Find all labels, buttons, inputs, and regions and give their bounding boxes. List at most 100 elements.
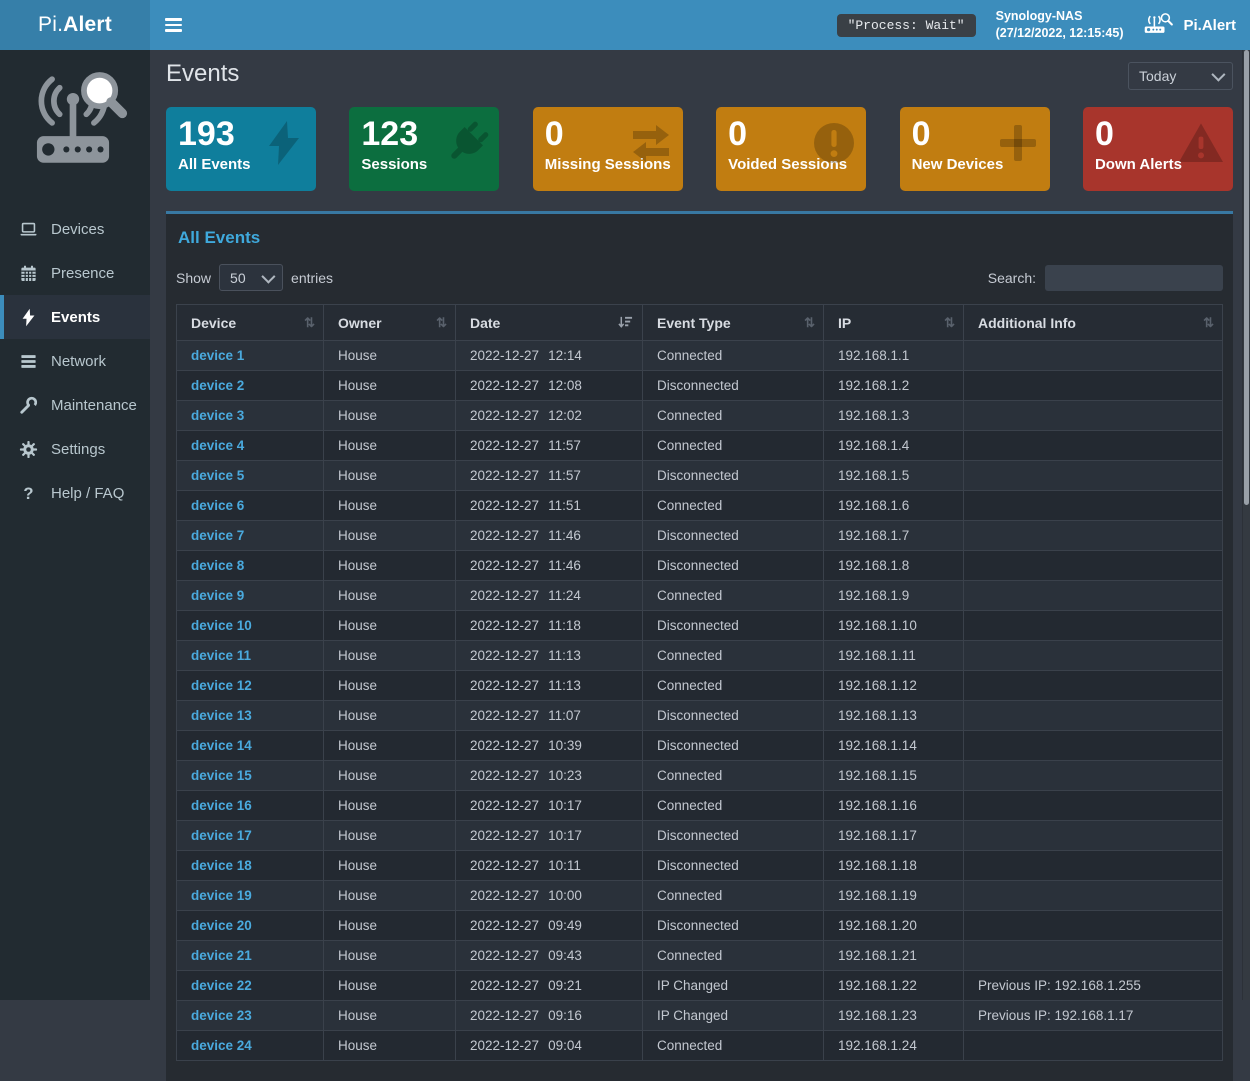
- event-type-cell: Disconnected: [642, 550, 824, 581]
- page-length-control: Show 50 entries: [176, 264, 333, 291]
- device-link[interactable]: device 21: [191, 948, 252, 963]
- table-header-row: Device ⇅ Owner ⇅ Date Event Type ⇅ IP ⇅ Additiona…: [176, 304, 1223, 341]
- owner-cell: House: [323, 700, 456, 731]
- owner-cell: House: [323, 520, 456, 551]
- table-row: device 11 House 2022-12-27 11:13 Connected 19…: [176, 640, 1223, 671]
- sidebar-item-settings[interactable]: Settings: [0, 427, 150, 471]
- sidebar-item-presence[interactable]: Presence: [0, 251, 150, 295]
- device-link[interactable]: device 13: [191, 708, 252, 723]
- ip-cell: 192.168.1.19: [823, 880, 964, 911]
- question-icon: ?: [19, 484, 38, 503]
- device-link[interactable]: device 7: [191, 528, 245, 543]
- date-cell: 2022-12-27 11:46: [455, 520, 643, 551]
- owner-cell: House: [323, 460, 456, 491]
- stat-card-down-alerts[interactable]: 0 Down Alerts: [1082, 107, 1233, 191]
- owner-cell: House: [323, 940, 456, 971]
- device-link[interactable]: device 1: [191, 348, 245, 363]
- device-link[interactable]: device 14: [191, 738, 252, 753]
- device-link[interactable]: device 4: [191, 438, 245, 453]
- column-header-ip[interactable]: IP ⇅: [823, 304, 964, 341]
- sort-both-icon: ⇅: [436, 314, 447, 330]
- page-length-select[interactable]: 50: [219, 264, 284, 291]
- date-cell: 2022-12-27 09:04: [455, 1030, 643, 1061]
- table-row: device 13 House 2022-12-27 11:07 Disconnecte…: [176, 700, 1223, 731]
- device-link[interactable]: device 19: [191, 888, 252, 903]
- sidebar-menu: Devices Presence Events Network Maintenance S…: [0, 207, 150, 515]
- sidebar-item-label: Devices: [51, 220, 105, 238]
- period-dropdown[interactable]: Today: [1128, 62, 1233, 90]
- owner-cell: House: [323, 970, 456, 1001]
- table-row: device 8 House 2022-12-27 11:46 Disconnected…: [176, 550, 1223, 581]
- sidebar-item-help-faq[interactable]: ? Help / FAQ: [0, 471, 150, 515]
- device-link[interactable]: device 23: [191, 1008, 252, 1023]
- stat-card-voided-sessions[interactable]: 0 Voided Sessions: [716, 107, 867, 191]
- scrollbar-thumb[interactable]: [1244, 50, 1249, 505]
- column-header-additional-info[interactable]: Additional Info ⇅: [963, 304, 1223, 341]
- host-info: Synology-NAS (27/12/2022, 12:15:45): [996, 8, 1124, 43]
- additional-info-cell: [963, 640, 1223, 671]
- event-type-cell: Connected: [642, 760, 824, 791]
- device-link[interactable]: device 8: [191, 558, 245, 573]
- ip-cell: 192.168.1.20: [823, 910, 964, 941]
- device-link[interactable]: device 16: [191, 798, 252, 813]
- ip-cell: 192.168.1.6: [823, 490, 964, 521]
- owner-cell: House: [323, 880, 456, 911]
- owner-cell: House: [323, 850, 456, 881]
- stat-value: 123: [361, 115, 419, 153]
- device-link[interactable]: device 18: [191, 858, 252, 873]
- ip-cell: 192.168.1.10: [823, 610, 964, 641]
- column-header-owner[interactable]: Owner ⇅: [323, 304, 456, 341]
- device-link[interactable]: device 15: [191, 768, 252, 783]
- sidebar-item-events[interactable]: Events: [0, 295, 150, 339]
- column-header-device[interactable]: Device ⇅: [176, 304, 324, 341]
- host-time: (27/12/2022, 12:15:45): [995, 26, 1124, 40]
- brand-pre: Pi.: [38, 13, 64, 36]
- column-header-event-type[interactable]: Event Type ⇅: [642, 304, 824, 341]
- device-link[interactable]: device 6: [191, 498, 245, 513]
- device-link[interactable]: device 11: [191, 648, 252, 663]
- search-input[interactable]: [1045, 264, 1223, 291]
- event-type-cell: Connected: [642, 1030, 824, 1061]
- device-link[interactable]: device 12: [191, 678, 252, 693]
- wrench-icon: [19, 396, 38, 415]
- date-cell: 2022-12-27 10:23: [455, 760, 643, 791]
- table-row: device 6 House 2022-12-27 11:51 Connected 192…: [176, 490, 1223, 521]
- stat-card-all-events[interactable]: 193 All Events: [166, 107, 316, 191]
- brand-logo[interactable]: Pi. Alert: [0, 0, 150, 50]
- app-chip[interactable]: Pi.Alert: [1143, 11, 1240, 39]
- sidebar-toggle-button[interactable]: [150, 0, 196, 50]
- owner-cell: House: [323, 580, 456, 611]
- device-link[interactable]: device 22: [191, 978, 252, 993]
- device-link[interactable]: device 20: [191, 918, 252, 933]
- device-link[interactable]: device 10: [191, 618, 252, 633]
- exchange-icon: [627, 119, 675, 167]
- sidebar-item-devices[interactable]: Devices: [0, 207, 150, 251]
- device-link[interactable]: device 9: [191, 588, 245, 603]
- device-link[interactable]: device 5: [191, 468, 245, 483]
- event-type-cell: Disconnected: [642, 820, 824, 851]
- device-link[interactable]: device 17: [191, 828, 252, 843]
- additional-info-cell: [963, 490, 1223, 521]
- event-type-cell: Disconnected: [642, 460, 824, 491]
- scrollbar-track[interactable]: [1242, 50, 1250, 1000]
- device-link[interactable]: device 3: [191, 408, 245, 423]
- stat-card-sessions[interactable]: 123 Sessions: [349, 107, 500, 191]
- event-type-cell: Disconnected: [642, 850, 824, 881]
- device-link[interactable]: device 2: [191, 378, 245, 393]
- stat-card-new-devices[interactable]: 0 New Devices: [899, 107, 1050, 191]
- column-header-date[interactable]: Date: [455, 304, 643, 341]
- table-row: device 5 House 2022-12-27 11:57 Disconnected…: [176, 460, 1223, 491]
- device-link[interactable]: device 24: [191, 1038, 252, 1053]
- top-bar: Pi. Alert "Process: Wait" Synology-NAS (2…: [0, 0, 1250, 50]
- stat-card-missing-sessions[interactable]: 0 Missing Sessions: [532, 107, 683, 191]
- additional-info-cell: [963, 460, 1223, 491]
- date-cell: 2022-12-27 11:57: [455, 430, 643, 461]
- ip-cell: 192.168.1.12: [823, 670, 964, 701]
- top-bar-main: "Process: Wait" Synology-NAS (27/12/2022…: [150, 0, 1250, 50]
- chevron-down-icon: [1211, 67, 1226, 82]
- additional-info-cell: [963, 790, 1223, 821]
- sidebar-item-maintenance[interactable]: Maintenance: [0, 383, 150, 427]
- owner-cell: House: [323, 910, 456, 941]
- sidebar-item-network[interactable]: Network: [0, 339, 150, 383]
- column-label: IP: [838, 314, 852, 331]
